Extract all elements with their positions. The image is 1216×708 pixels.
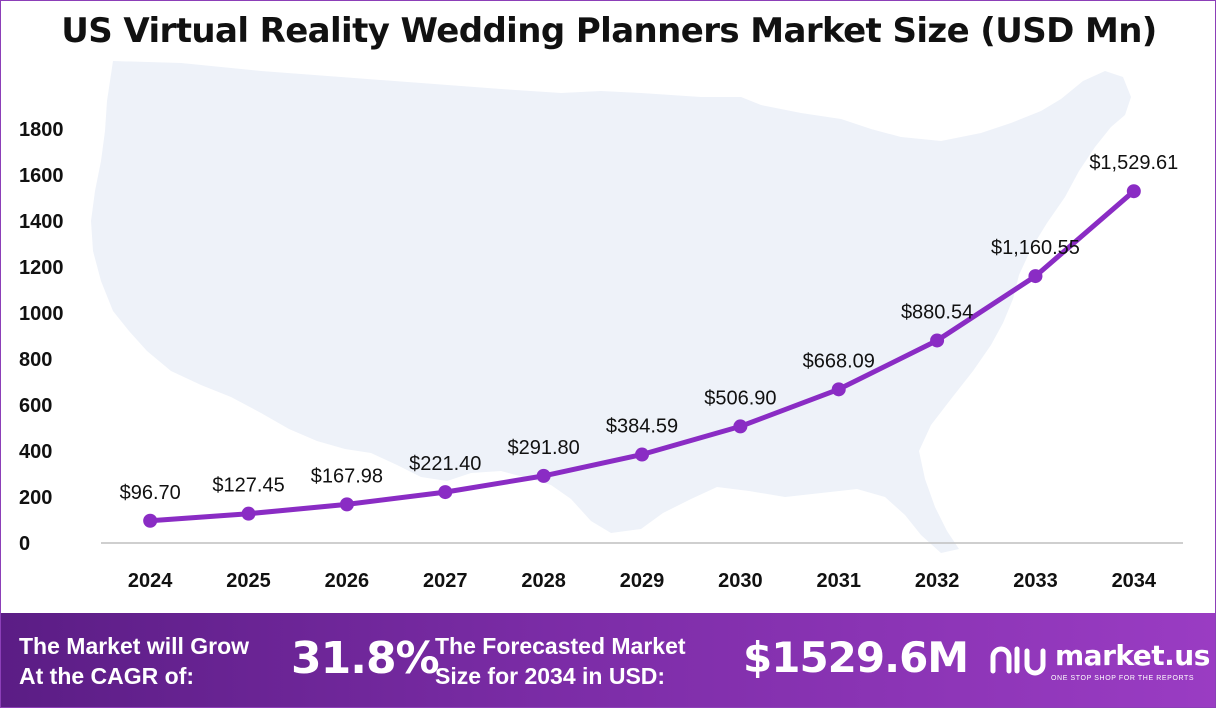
- x-tick-label: 2033: [1013, 570, 1058, 592]
- logo-text: market.us: [1055, 639, 1210, 672]
- chart-title: US Virtual Reality Wedding Planners Mark…: [61, 11, 1157, 51]
- cagr-value: 31.8%: [291, 633, 440, 684]
- x-tick-label: 2034: [1112, 570, 1157, 592]
- data-label: $668.09: [803, 350, 875, 372]
- x-tick-label: 2028: [521, 570, 566, 592]
- x-tick-label: 2030: [718, 570, 763, 592]
- y-tick-label: 1200: [19, 257, 64, 279]
- market-us-logo: market.us ONE STOP SHOP FOR THE REPORTS: [985, 635, 1211, 691]
- x-tick-label: 2029: [620, 570, 665, 592]
- data-label: $291.80: [507, 437, 579, 459]
- data-point: [1028, 269, 1043, 284]
- data-label: $1,529.61: [1089, 152, 1178, 174]
- data-point: [438, 485, 453, 500]
- summary-banner: The Market will Grow At the CAGR of: 31.…: [1, 613, 1215, 707]
- y-tick-label: 200: [19, 487, 52, 509]
- y-tick-label: 600: [19, 395, 52, 417]
- data-point: [339, 497, 354, 512]
- y-tick-label: 1600: [19, 165, 64, 187]
- data-label: $221.40: [409, 453, 481, 475]
- cagr-caption-line1: The Market will Grow: [19, 633, 250, 659]
- us-map-background-icon: [91, 61, 1131, 553]
- data-label: $96.70: [120, 482, 181, 504]
- y-tick-label: 1400: [19, 211, 64, 233]
- x-tick-label: 2027: [423, 570, 468, 592]
- line-chart: 0 200 400 600 800 1000 1200 1400 1600 1800 2024 20…: [19, 61, 1183, 592]
- data-point: [831, 382, 846, 397]
- cagr-caption: The Market will Grow At the CAGR of:: [19, 631, 249, 691]
- x-tick-label: 2031: [816, 570, 861, 592]
- x-tick-label: 2025: [226, 570, 271, 592]
- cagr-caption-line2: At the CAGR of:: [19, 663, 195, 689]
- x-tick-label: 2026: [325, 570, 370, 592]
- y-tick-label: 400: [19, 441, 52, 463]
- y-tick-label: 1800: [19, 119, 64, 141]
- data-label: $384.59: [606, 416, 678, 438]
- data-point: [241, 506, 256, 521]
- logo-tagline: ONE STOP SHOP FOR THE REPORTS: [1051, 675, 1195, 682]
- data-label: $167.98: [311, 465, 383, 487]
- x-tick-label: 2032: [915, 570, 960, 592]
- data-label: $127.45: [212, 475, 284, 497]
- data-point: [536, 468, 551, 483]
- forecast-value: $1529.6M: [743, 633, 969, 682]
- data-point: [143, 513, 158, 528]
- forecast-caption-line2: Size for 2034 in USD:: [435, 663, 666, 689]
- x-tick-label: 2024: [128, 570, 173, 592]
- data-point: [930, 333, 945, 348]
- data-label: $1,160.55: [991, 237, 1080, 259]
- forecast-caption-line1: The Forecasted Market: [435, 633, 686, 659]
- data-point: [733, 419, 748, 434]
- data-label: $880.54: [901, 301, 973, 323]
- data-label: $506.90: [704, 387, 776, 409]
- y-tick-label: 0: [19, 533, 30, 555]
- y-tick-label: 1000: [19, 303, 64, 325]
- forecast-caption: The Forecasted Market Size for 2034 in U…: [435, 631, 686, 691]
- market-us-logo-icon: [990, 646, 1046, 676]
- data-point: [1126, 184, 1141, 199]
- data-point: [635, 447, 649, 462]
- y-tick-label: 800: [19, 349, 52, 371]
